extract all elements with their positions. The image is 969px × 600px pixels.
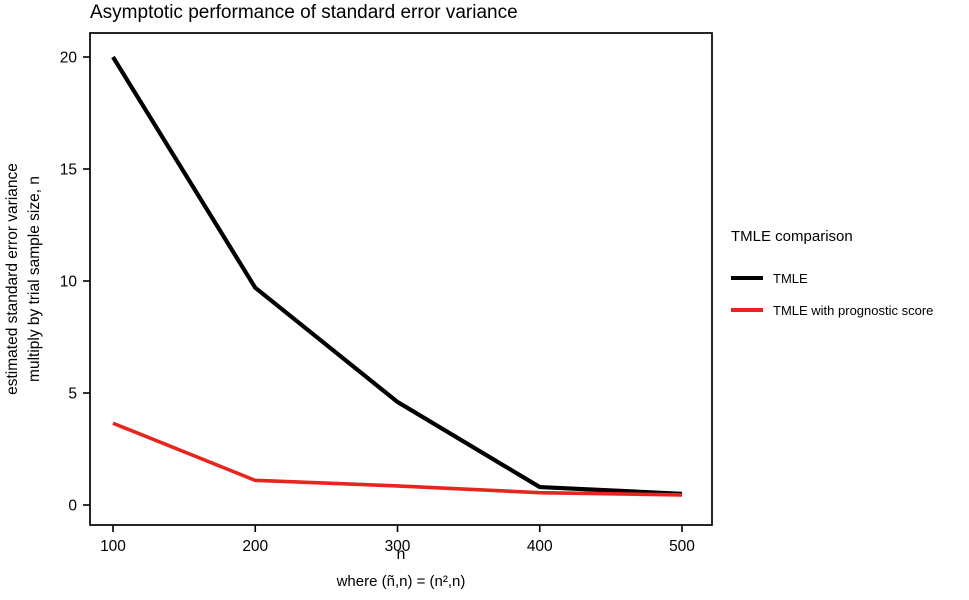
x-tick-label: 300 xyxy=(385,538,411,555)
y-tick-label: 0 xyxy=(68,498,77,515)
x-tick-label: 200 xyxy=(242,538,268,555)
y-tick-label: 15 xyxy=(60,162,77,179)
legend-key-line-tmle xyxy=(731,276,763,280)
x-tick-label: 400 xyxy=(527,538,553,555)
y-tick-label: 5 xyxy=(68,386,77,403)
panel-border xyxy=(89,32,713,526)
legend-title: TMLE comparison xyxy=(731,228,853,245)
legend-label-tmle-prognostic: TMLE with prognostic score xyxy=(773,302,934,318)
y-tick-label: 20 xyxy=(60,50,78,67)
chart-title: Asymptotic performance of standard error… xyxy=(90,2,518,23)
legend-key-line-tmle-prognostic xyxy=(731,308,763,312)
legend-item-tmle-prognostic: TMLE with prognostic score xyxy=(731,302,934,318)
series-line-tmle-prognostic xyxy=(112,421,683,497)
legend-item-tmle: TMLE xyxy=(731,270,933,286)
legend: TMLE comparison TMLE TMLE with prognosti… xyxy=(731,228,933,335)
legend-label-tmle: TMLE xyxy=(773,270,808,286)
x-tick-label: 500 xyxy=(669,538,695,555)
series-line-tmle xyxy=(111,55,683,496)
y-tick-label: 10 xyxy=(60,274,78,291)
caption: where (ñ,n) = (n²,n) xyxy=(336,573,466,590)
x-axis-label: n xyxy=(396,546,406,563)
x-tick-label: 100 xyxy=(100,538,126,555)
